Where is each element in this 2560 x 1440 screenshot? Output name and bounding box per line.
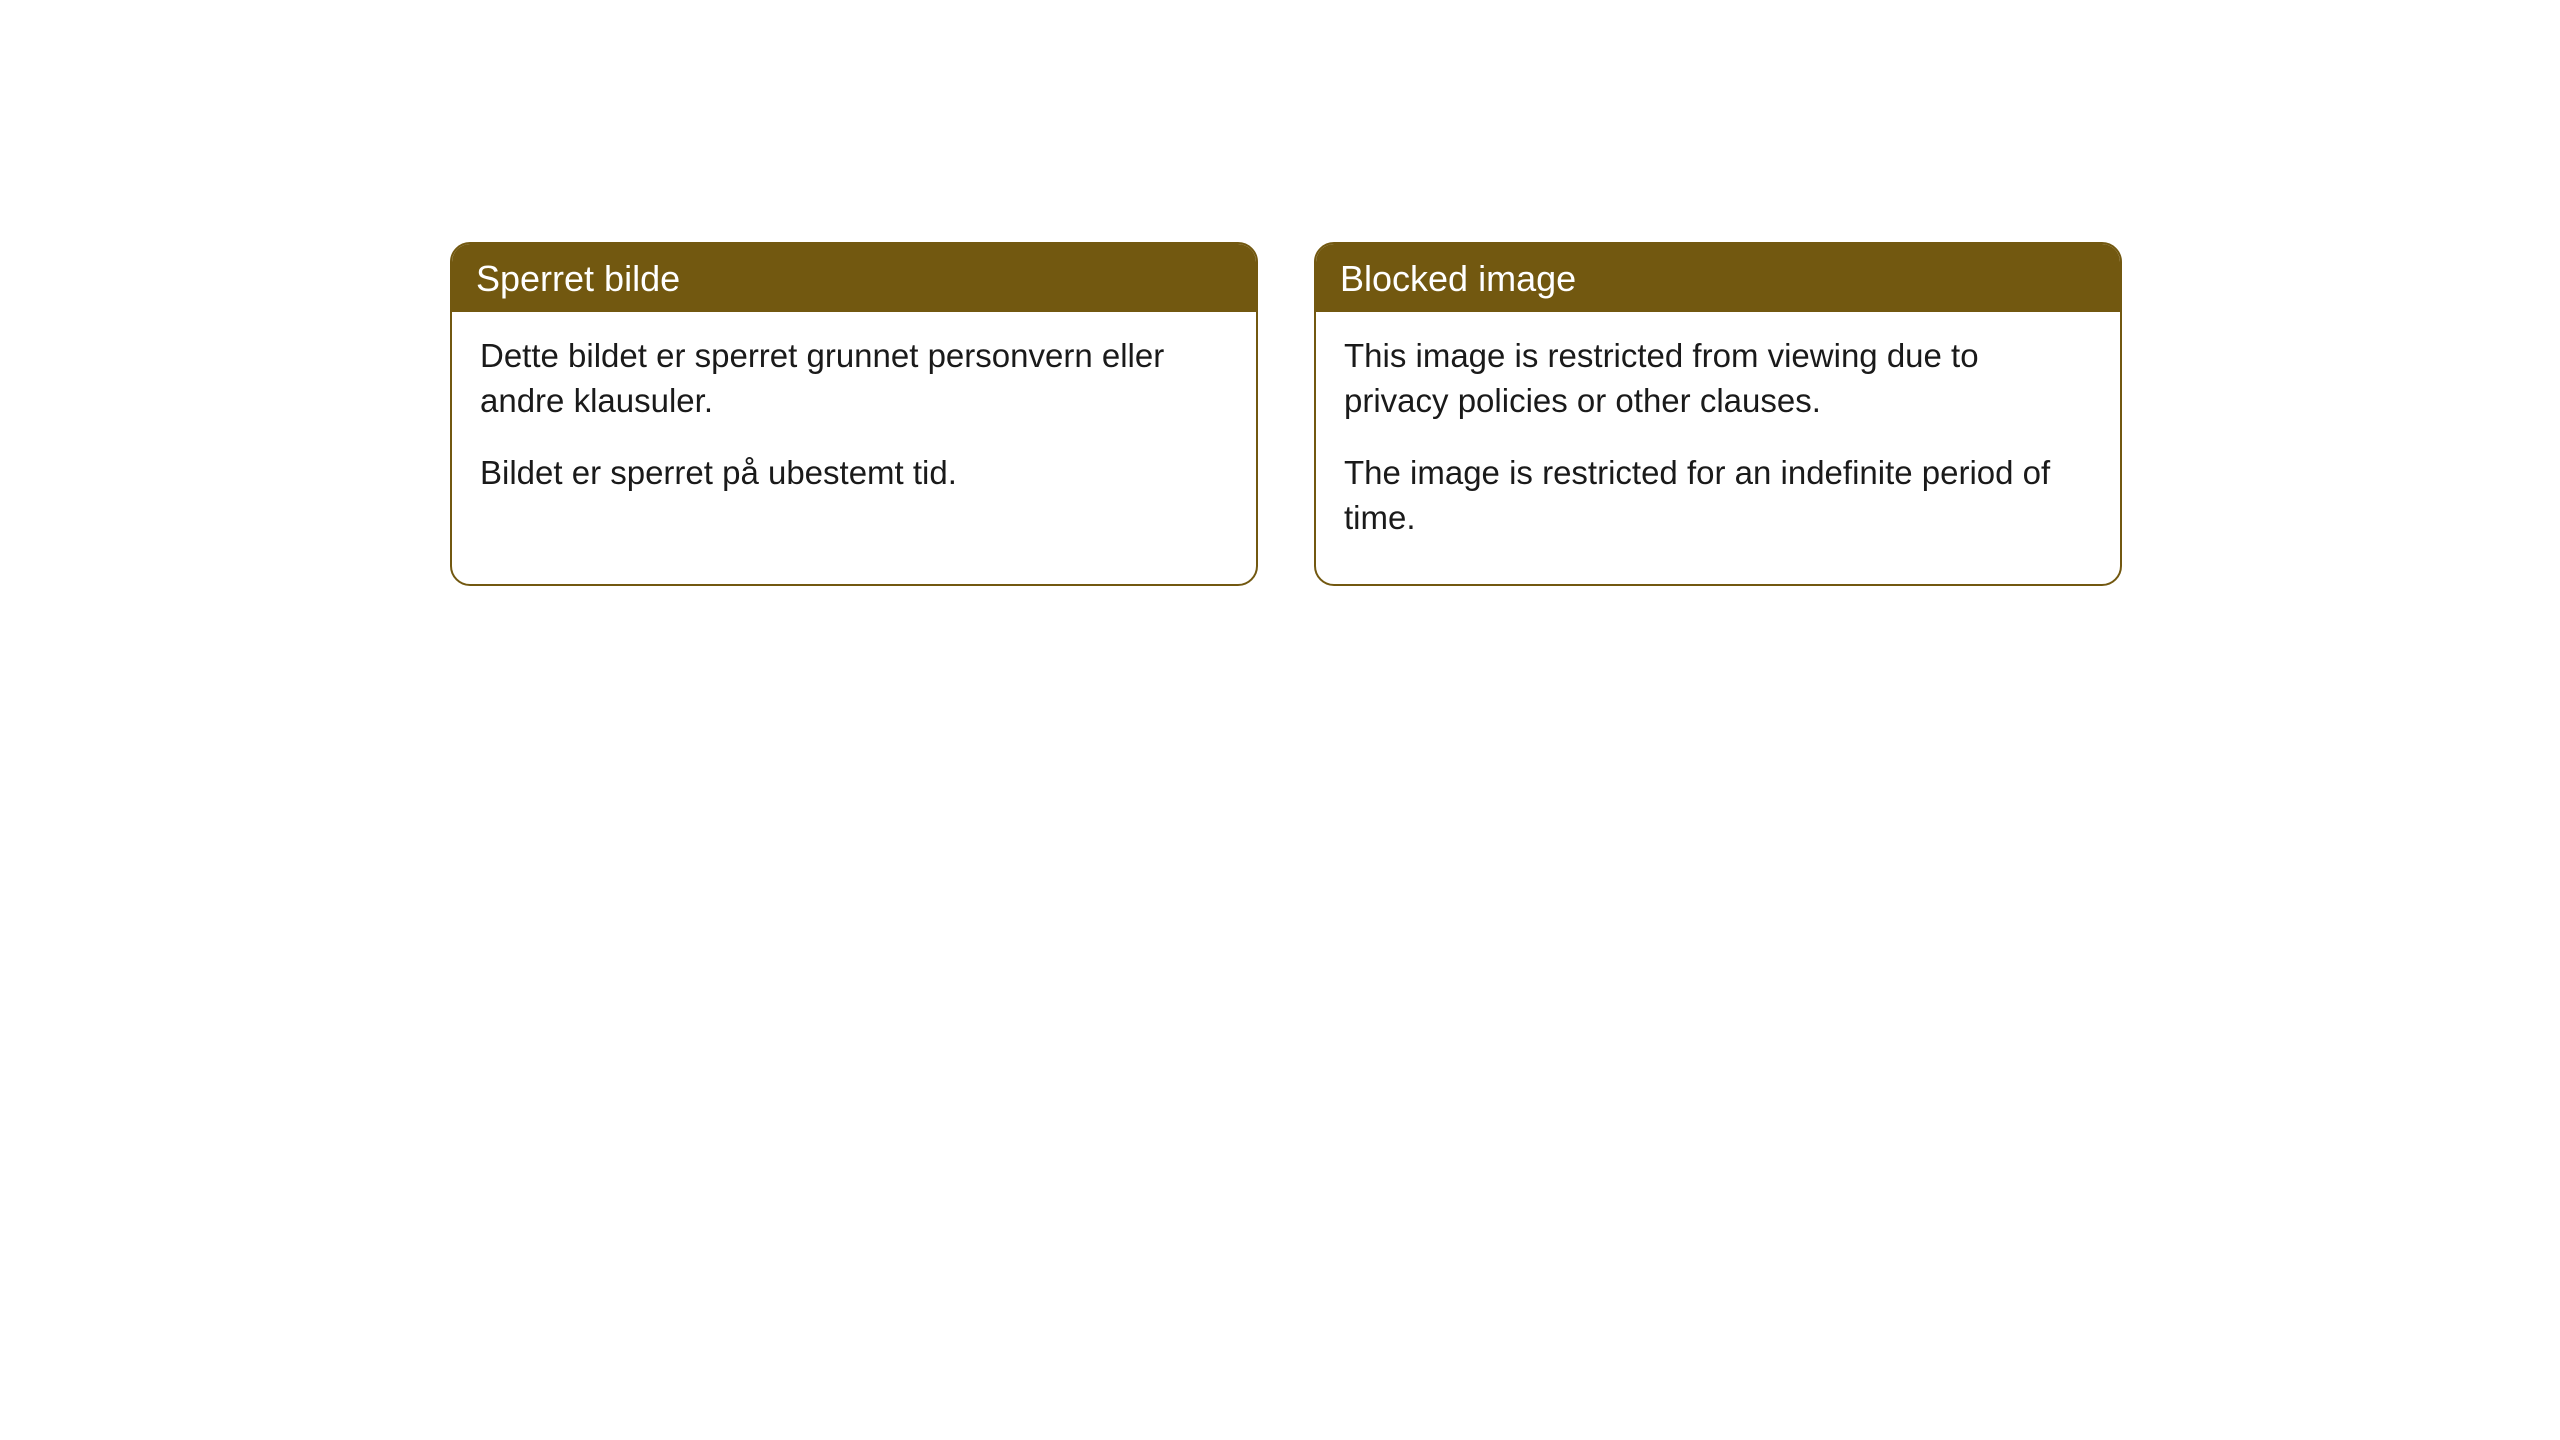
card-body-norwegian: Dette bildet er sperret grunnet personve…	[452, 312, 1256, 540]
notice-cards-container: Sperret bilde Dette bildet er sperret gr…	[450, 242, 2122, 586]
card-paragraph-1-english: This image is restricted from viewing du…	[1344, 334, 2092, 423]
card-paragraph-2-norwegian: Bildet er sperret på ubestemt tid.	[480, 451, 1228, 496]
card-body-english: This image is restricted from viewing du…	[1316, 312, 2120, 584]
card-paragraph-1-norwegian: Dette bildet er sperret grunnet personve…	[480, 334, 1228, 423]
card-header-english: Blocked image	[1316, 244, 2120, 312]
card-header-norwegian: Sperret bilde	[452, 244, 1256, 312]
blocked-image-card-english: Blocked image This image is restricted f…	[1314, 242, 2122, 586]
card-title-norwegian: Sperret bilde	[476, 258, 680, 299]
card-paragraph-2-english: The image is restricted for an indefinit…	[1344, 451, 2092, 540]
blocked-image-card-norwegian: Sperret bilde Dette bildet er sperret gr…	[450, 242, 1258, 586]
card-title-english: Blocked image	[1340, 258, 1576, 299]
